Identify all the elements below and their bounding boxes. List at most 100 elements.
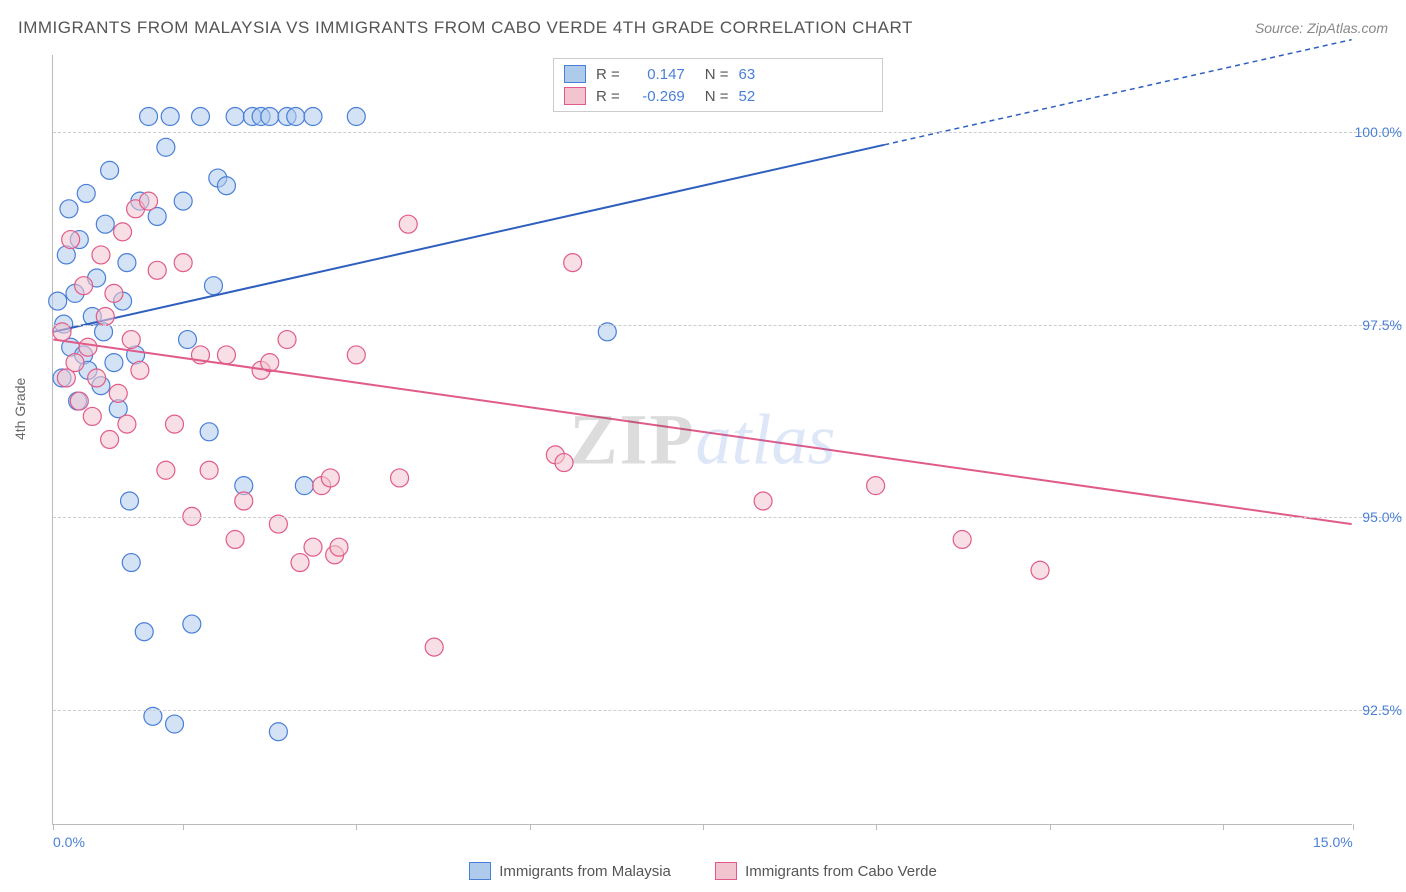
data-point [140,192,158,210]
data-point [754,492,772,510]
data-point [88,369,106,387]
data-point [101,431,119,449]
data-point [179,331,197,349]
legend-item-caboverde: Immigrants from Cabo Verde [715,862,937,880]
data-point [131,361,149,379]
x-tick-label: 15.0% [1313,834,1353,850]
data-point [200,423,218,441]
legend-row-caboverde: R = -0.269 N = 52 [564,85,872,107]
y-tick-label: 95.0% [1362,509,1402,525]
data-point [166,715,184,733]
data-point [140,108,158,126]
data-point [135,623,153,641]
data-point [867,477,885,495]
data-point [347,108,365,126]
data-point [83,407,101,425]
data-point [217,346,235,364]
data-point [96,215,114,233]
x-tick [876,824,877,830]
legend-row-malaysia: R = 0.147 N = 63 [564,63,872,85]
source-label: Source: ZipAtlas.com [1255,20,1388,36]
y-tick-label: 100.0% [1355,124,1402,140]
data-point [191,108,209,126]
x-tick [183,824,184,830]
data-point [391,469,409,487]
trend-line-extrapolated [884,40,1351,145]
x-tick [703,824,704,830]
data-point [330,538,348,556]
data-point [122,331,140,349]
data-point [161,108,179,126]
data-point [217,177,235,195]
data-point [118,254,136,272]
data-point [70,392,88,410]
y-tick-label: 97.5% [1362,317,1402,333]
data-point [157,461,175,479]
data-point [953,530,971,548]
data-point [105,284,123,302]
data-point [347,346,365,364]
data-point [66,354,84,372]
data-point [598,323,616,341]
data-point [269,723,287,741]
data-point [204,277,222,295]
x-tick [1223,824,1224,830]
data-point [425,638,443,656]
data-point [109,384,127,402]
data-point [121,492,139,510]
gridline [53,710,1402,711]
swatch-caboverde [564,87,586,105]
swatch-malaysia [564,65,586,83]
data-point [555,454,573,472]
data-point [96,307,114,325]
data-point [118,415,136,433]
legend-item-malaysia: Immigrants from Malaysia [469,862,671,880]
data-point [157,138,175,156]
data-point [295,477,313,495]
gridline [53,132,1402,133]
chart-title: IMMIGRANTS FROM MALAYSIA VS IMMIGRANTS F… [18,18,913,38]
data-point [101,161,119,179]
data-point [174,254,192,272]
data-point [148,261,166,279]
data-point [77,184,95,202]
data-point [564,254,582,272]
data-point [304,538,322,556]
x-tick [53,824,54,830]
data-point [399,215,417,233]
data-point [183,615,201,633]
data-point [304,108,322,126]
data-point [1031,561,1049,579]
data-point [105,354,123,372]
data-point [62,231,80,249]
plot-area: ZIPatlas R = 0.147 N = 63 R = -0.269 N =… [52,55,1352,825]
data-point [321,469,339,487]
data-point [79,338,97,356]
data-point [60,200,78,218]
gridline [53,325,1402,326]
data-point [114,223,132,241]
y-tick-label: 92.5% [1362,702,1402,718]
data-point [278,331,296,349]
data-point [174,192,192,210]
data-point [92,246,110,264]
data-point [226,108,244,126]
data-point [291,554,309,572]
data-point [49,292,67,310]
x-tick [1353,824,1354,830]
data-point [235,492,253,510]
data-point [287,108,305,126]
legend-bottom: Immigrants from Malaysia Immigrants from… [0,862,1406,884]
data-point [75,277,93,295]
data-point [200,461,218,479]
x-tick-label: 0.0% [53,834,85,850]
trend-line [53,145,884,332]
data-point [166,415,184,433]
x-tick [530,824,531,830]
data-point [261,108,279,126]
legend-stats: R = 0.147 N = 63 R = -0.269 N = 52 [553,58,883,112]
data-point [53,323,71,341]
data-point [122,554,140,572]
data-point [226,530,244,548]
gridline [53,517,1402,518]
